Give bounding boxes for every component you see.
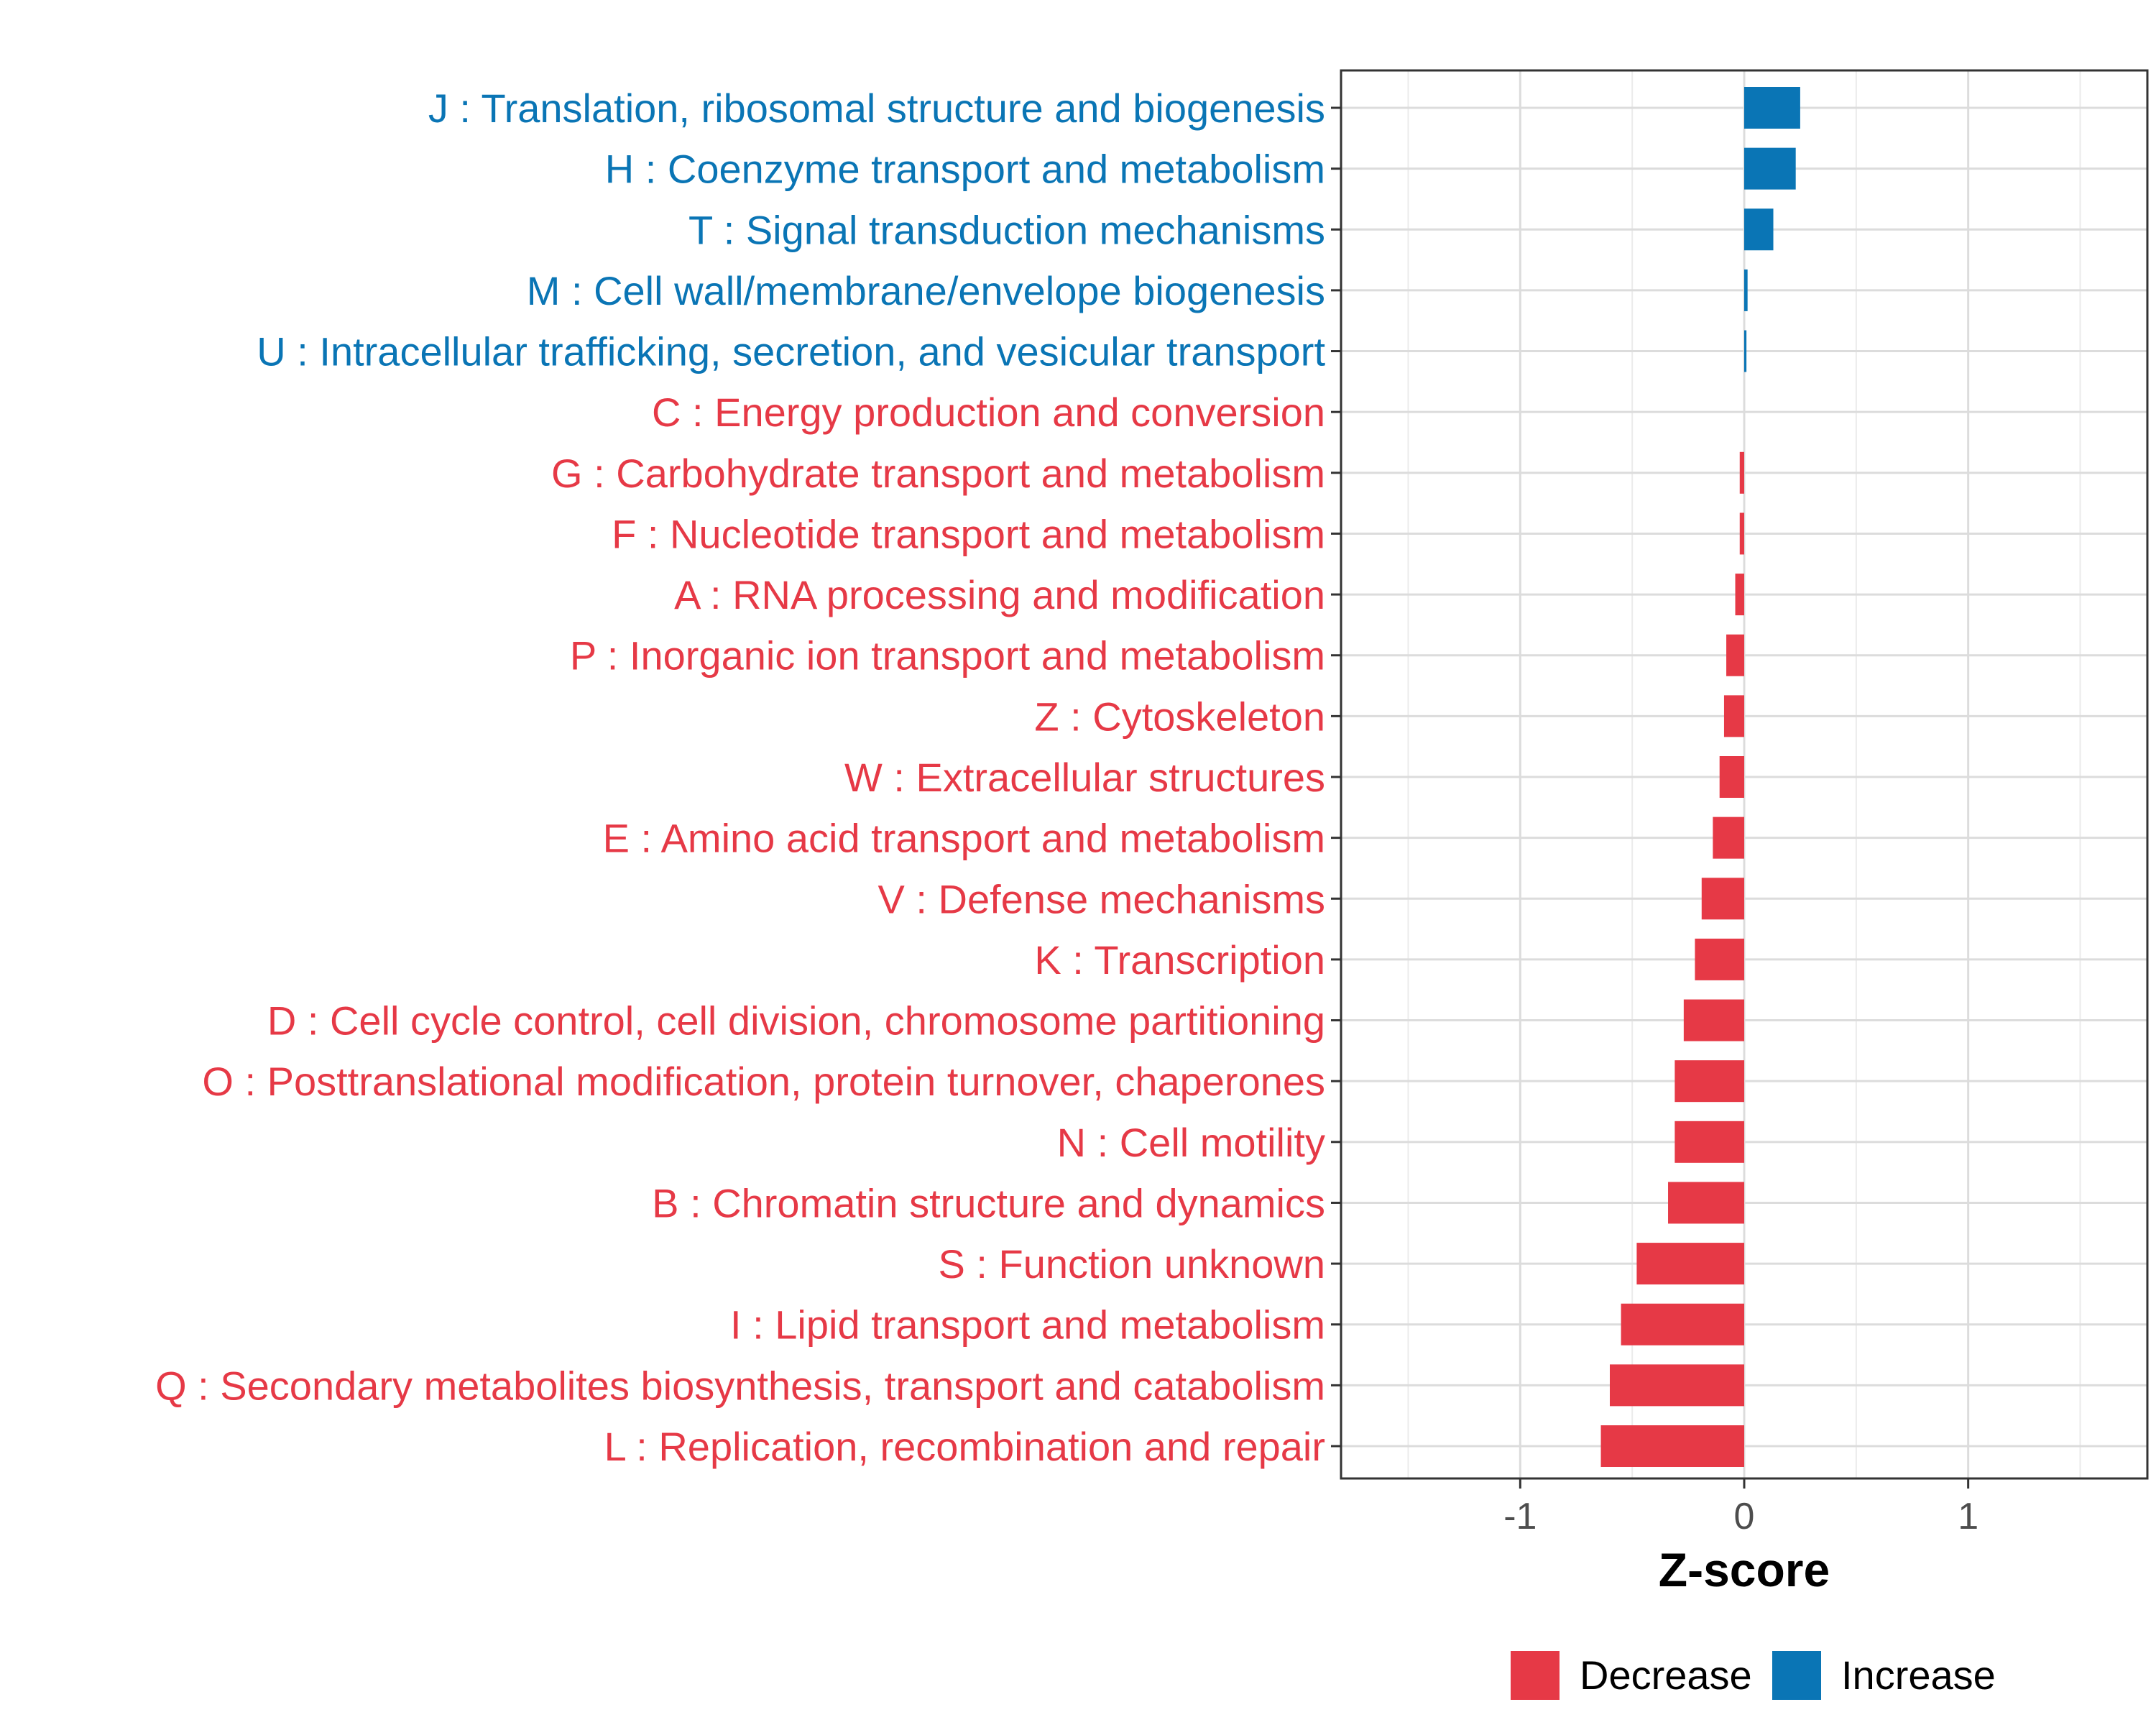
bar — [1610, 1364, 1744, 1407]
bar — [1695, 938, 1744, 980]
category-label: D : Cell cycle control, cell division, c… — [267, 998, 1325, 1044]
category-label: A : RNA processing and modification — [674, 572, 1325, 617]
category-label: U : Intracellular trafficking, secretion… — [257, 329, 1325, 374]
bars — [1600, 87, 1800, 1467]
legend-swatch-decrease — [1511, 1651, 1560, 1700]
bar — [1744, 269, 1748, 311]
legend-label-increase: Increase — [1841, 1652, 1996, 1698]
bar — [1600, 1425, 1744, 1467]
category-label: W : Extracellular structures — [844, 755, 1325, 800]
bar — [1739, 451, 1744, 494]
bar — [1636, 1243, 1744, 1285]
category-label: B : Chromatin structure and dynamics — [652, 1180, 1325, 1225]
category-label: C : Energy production and conversion — [652, 390, 1325, 435]
x-tick-label: 0 — [1734, 1496, 1755, 1537]
category-label: Z : Cytoskeleton — [1034, 694, 1325, 739]
bar — [1723, 695, 1744, 737]
category-label: M : Cell wall/membrane/envelope biogenes… — [527, 268, 1325, 313]
bar — [1739, 512, 1744, 555]
x-axis-title: Z-score — [1659, 1543, 1830, 1596]
category-label: J : Translation, ribosomal structure and… — [428, 86, 1325, 131]
category-label: N : Cell motility — [1057, 1120, 1325, 1165]
category-label: Q : Secondary metabolites biosynthesis, … — [155, 1363, 1325, 1408]
legend-swatch-increase — [1772, 1651, 1821, 1700]
category-label: H : Coenzyme transport and metabolism — [605, 147, 1325, 192]
category-label: S : Function unknown — [938, 1241, 1325, 1287]
bar — [1744, 330, 1747, 372]
category-label: K : Transcription — [1034, 937, 1325, 983]
x-axis-ticks: -1 0 1 — [1503, 1478, 1978, 1537]
bar — [1701, 878, 1744, 920]
legend: Decrease Increase — [1511, 1651, 1996, 1700]
category-label: V : Defense mechanisms — [878, 876, 1325, 921]
category-label: I : Lipid transport and metabolism — [730, 1302, 1325, 1348]
bar — [1668, 1182, 1744, 1224]
bar — [1683, 999, 1744, 1041]
category-label: O : Posttranslational modification, prot… — [202, 1059, 1325, 1104]
bar — [1735, 574, 1744, 616]
bar — [1744, 208, 1774, 251]
category-label: L : Replication, recombination and repai… — [604, 1424, 1325, 1469]
category-label: T : Signal transduction mechanisms — [688, 207, 1325, 252]
legend-label-decrease: Decrease — [1580, 1652, 1752, 1698]
bar — [1744, 147, 1796, 190]
bar — [1713, 816, 1744, 859]
category-label: P : Inorganic ion transport and metaboli… — [570, 633, 1325, 678]
bar — [1726, 634, 1744, 676]
bar — [1719, 756, 1744, 798]
x-tick-label: 1 — [1958, 1496, 1978, 1537]
category-label: E : Amino acid transport and metabolism — [603, 816, 1325, 861]
bar — [1744, 87, 1800, 129]
x-tick-label: -1 — [1503, 1496, 1537, 1537]
category-label: G : Carbohydrate transport and metabolis… — [551, 451, 1325, 496]
y-axis-ticks — [1331, 106, 1341, 1448]
category-label: F : Nucleotide transport and metabolism — [612, 511, 1325, 556]
bar — [1674, 1060, 1744, 1103]
y-axis-category-labels: J : Translation, ribosomal structure and… — [155, 86, 1325, 1469]
bar — [1621, 1303, 1744, 1346]
bar — [1674, 1121, 1744, 1163]
